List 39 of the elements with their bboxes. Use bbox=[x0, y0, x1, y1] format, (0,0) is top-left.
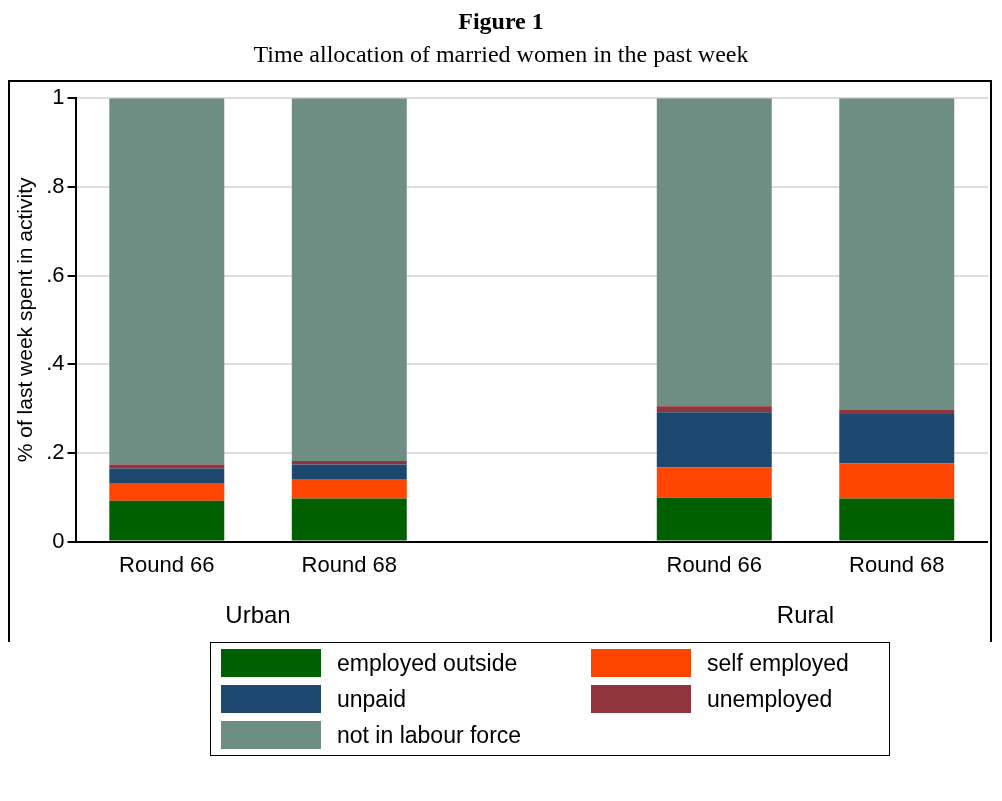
chart-title: Figure 1 bbox=[457, 8, 545, 35]
legend-label: self employed bbox=[707, 649, 849, 677]
bar bbox=[839, 498, 955, 541]
x-tick-label: Round 68 bbox=[301, 551, 397, 577]
x-tick-label: Round 66 bbox=[119, 551, 215, 577]
bar bbox=[109, 98, 225, 465]
y-tick-label: .2 bbox=[46, 438, 65, 464]
y-tick-label: 1 bbox=[52, 84, 65, 110]
bar bbox=[291, 98, 407, 461]
y-tick-label: .4 bbox=[46, 350, 65, 376]
y-tick-label: .6 bbox=[46, 261, 65, 287]
y-tick-label: .8 bbox=[46, 172, 65, 198]
y-tick-label: 0 bbox=[52, 527, 65, 553]
bar bbox=[109, 500, 225, 541]
legend-label: unemployed bbox=[707, 685, 833, 713]
chart-subtitle: Time allocation of married women in the past week bbox=[252, 41, 750, 68]
bar bbox=[839, 413, 955, 464]
bar bbox=[291, 498, 407, 541]
bar bbox=[656, 406, 772, 413]
bar bbox=[839, 409, 955, 414]
bar bbox=[839, 98, 955, 410]
bar bbox=[291, 479, 407, 499]
bar bbox=[656, 467, 772, 498]
text: Rural bbox=[776, 600, 835, 628]
x-tick-label: Round 66 bbox=[666, 551, 762, 577]
x-tick-label: Round 68 bbox=[849, 551, 945, 577]
legend-label: employed outside bbox=[337, 649, 518, 677]
legend-label: unpaid bbox=[337, 685, 407, 713]
bar bbox=[109, 464, 225, 469]
bar bbox=[656, 412, 772, 468]
bar bbox=[291, 464, 407, 480]
text: Urban bbox=[225, 600, 291, 628]
legend-label: not in labour force bbox=[337, 721, 522, 749]
bar bbox=[839, 463, 955, 499]
bar bbox=[656, 98, 772, 407]
bar bbox=[109, 483, 225, 501]
bar bbox=[656, 497, 772, 541]
bar bbox=[109, 468, 225, 484]
y-axis-title: % of last week spent in activity bbox=[13, 177, 37, 463]
